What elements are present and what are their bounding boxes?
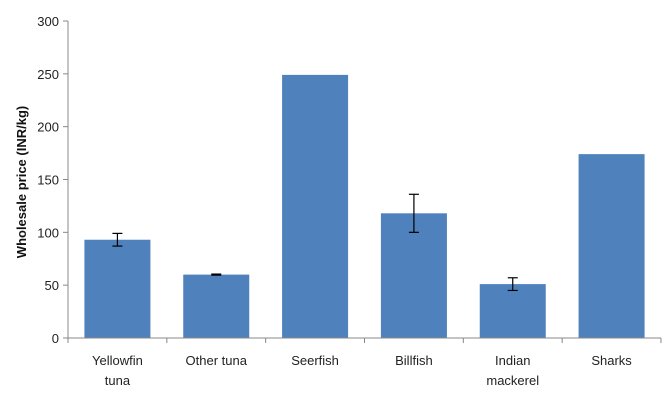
x-axis-labels: Yellowfin tuna Other tuna Seerfish Billfish I… xyxy=(92,353,632,388)
y-tick-label: 250 xyxy=(37,67,59,82)
x-category-label-line: Sharks xyxy=(591,353,632,368)
error-bar xyxy=(112,232,123,247)
y-tick-label: 200 xyxy=(37,120,59,135)
x-category-label-line: Other tuna xyxy=(186,353,248,368)
y-tick-label: 150 xyxy=(37,173,59,188)
x-category-label-line: tuna xyxy=(105,373,131,388)
bar-seerfish xyxy=(282,74,349,338)
y-tick-label: 100 xyxy=(37,225,59,240)
bar-sharks xyxy=(578,154,645,338)
error-bar xyxy=(507,277,518,292)
error-bar xyxy=(408,193,419,233)
x-category-label: Yellowfin tuna xyxy=(92,353,143,388)
bar-yellowfin-tuna xyxy=(84,239,151,338)
error-bar xyxy=(211,273,222,276)
y-tick-label: 50 xyxy=(45,278,59,293)
bar-other-tuna xyxy=(183,274,250,338)
axes xyxy=(67,21,662,343)
y-axis-title: Wholesale price (INR/kg) xyxy=(14,106,29,258)
x-category-label-line: Billfish xyxy=(395,353,433,368)
y-axis-ticks: 0 50 100 150 200 250 300 xyxy=(37,14,68,346)
x-category-label-line: Yellowfin xyxy=(92,353,143,368)
bar-indian-mackerel xyxy=(479,284,546,338)
x-category-label: Seerfish xyxy=(291,353,339,368)
x-category-label-line: Indian xyxy=(495,353,530,368)
error-bars xyxy=(112,193,518,292)
x-category-label: Other tuna xyxy=(186,353,248,368)
x-category-label-line: mackerel xyxy=(486,373,539,388)
bars xyxy=(84,74,645,338)
x-category-label-line: Seerfish xyxy=(291,353,339,368)
y-tick-label: 300 xyxy=(37,14,59,29)
x-category-label: Sharks xyxy=(591,353,632,368)
bar-billfish xyxy=(380,213,447,338)
x-category-label: Indian mackerel xyxy=(486,353,539,388)
x-category-label: Billfish xyxy=(395,353,433,368)
y-tick-label: 0 xyxy=(52,331,59,346)
